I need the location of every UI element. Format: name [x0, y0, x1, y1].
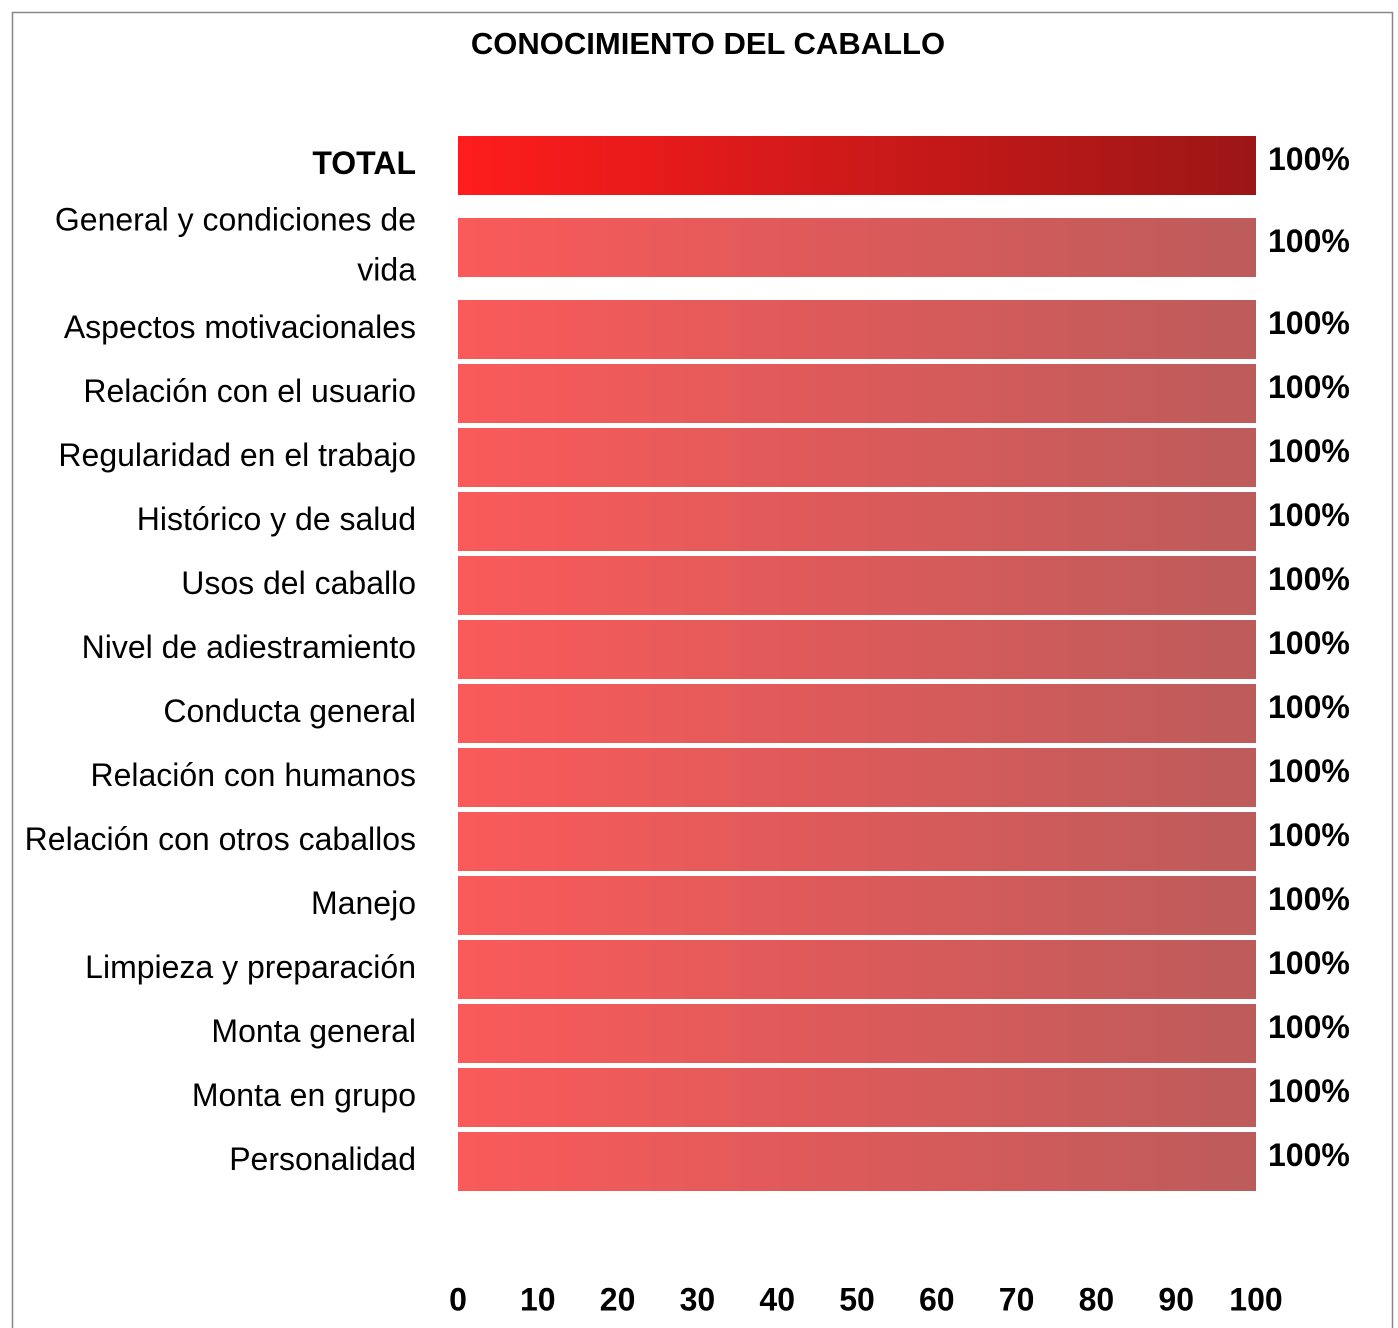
value-label: 100% — [1268, 945, 1350, 981]
bar — [458, 684, 1256, 743]
bar — [458, 812, 1256, 871]
value-label: 100% — [1268, 817, 1350, 853]
bar — [458, 1004, 1256, 1063]
x-tick-label: 20 — [600, 1281, 636, 1317]
x-tick-label: 90 — [1158, 1281, 1194, 1317]
bar — [458, 1132, 1256, 1191]
frame — [11, 11, 1394, 1328]
value-label: 100% — [1268, 369, 1350, 405]
value-label: 100% — [1268, 881, 1350, 917]
category-label: Personalidad — [229, 1141, 416, 1177]
bar — [458, 428, 1256, 487]
category-label: Manejo — [311, 885, 416, 921]
bar — [458, 940, 1256, 999]
value-label: 100% — [1268, 625, 1350, 661]
x-tick-label: 10 — [520, 1281, 556, 1317]
value-label: 100% — [1268, 223, 1350, 259]
value-label: 100% — [1268, 753, 1350, 789]
chart-title: CONOCIMIENTO DEL CABALLO — [471, 26, 945, 61]
category-label: Usos del caballo — [181, 565, 416, 601]
bar — [458, 620, 1256, 679]
bar — [458, 876, 1256, 935]
value-label: 100% — [1268, 433, 1350, 469]
x-tick-label: 40 — [759, 1281, 795, 1317]
value-label: 100% — [1268, 1009, 1350, 1045]
category-label: Regularidad en el trabajo — [58, 437, 416, 473]
x-tick-label: 30 — [680, 1281, 716, 1317]
category-label: General y condiciones de vida — [55, 202, 416, 288]
bar — [458, 748, 1256, 807]
category-label: Nivel de adiestramiento — [82, 629, 416, 665]
bar — [458, 136, 1256, 195]
category-label: Monta general — [211, 1013, 416, 1049]
category-label: Relación con el usuario — [83, 373, 416, 409]
x-tick-label: 100 — [1229, 1281, 1282, 1317]
x-tick-label: 70 — [999, 1281, 1035, 1317]
category-label: TOTAL — [312, 145, 416, 181]
category-label: Monta en grupo — [192, 1077, 416, 1113]
value-label: 100% — [1268, 1137, 1350, 1173]
bar — [458, 1068, 1256, 1127]
x-tick-label: 50 — [839, 1281, 875, 1317]
value-label: 100% — [1268, 497, 1350, 533]
x-tick-label: 0 — [449, 1281, 467, 1317]
x-tick-label: 60 — [919, 1281, 955, 1317]
value-label: 100% — [1268, 305, 1350, 341]
x-tick-label: 80 — [1079, 1281, 1115, 1317]
category-label: Aspectos motivacionales — [64, 309, 416, 345]
bar — [458, 218, 1256, 277]
category-label: Relación con humanos — [90, 757, 416, 793]
bar — [458, 556, 1256, 615]
bar — [458, 300, 1256, 359]
category-label: Relación con otros caballos — [25, 821, 416, 857]
value-label: 100% — [1268, 561, 1350, 597]
category-label: Conducta general — [163, 693, 416, 729]
category-label: Histórico y de salud — [137, 501, 416, 537]
value-label: 100% — [1268, 141, 1350, 177]
value-label: 100% — [1268, 689, 1350, 725]
bar — [458, 492, 1256, 551]
category-label: Limpieza y preparación — [85, 949, 416, 985]
value-label: 100% — [1268, 1073, 1350, 1109]
bar — [458, 364, 1256, 423]
